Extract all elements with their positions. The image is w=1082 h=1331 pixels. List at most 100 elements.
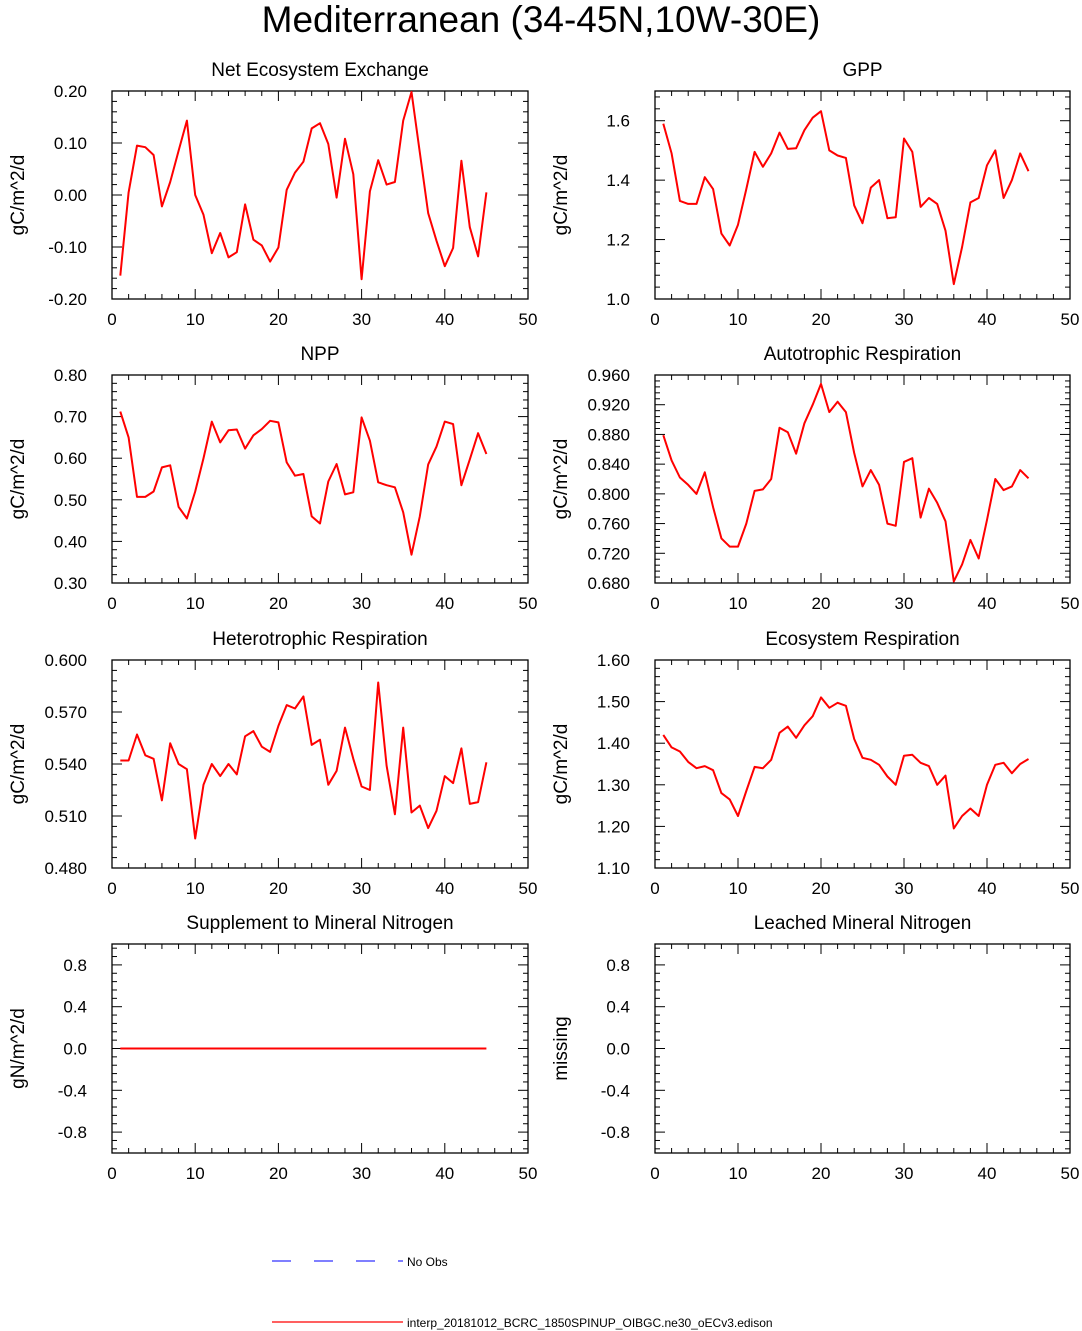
chart-panel-1: 0 10 20 30 40 50 -0.20 -0.10 0.00 0.10 0.20 Net Eco…	[8, 60, 537, 329]
x-tick-label: 50	[1061, 1164, 1080, 1183]
y-axis-label: gC/m^2/d	[8, 155, 29, 236]
panel-title: GPP	[842, 60, 882, 81]
y-axis-label: gC/m^2/d	[8, 724, 29, 805]
x-tick-label: 30	[895, 879, 914, 898]
y-tick-label: -0.8	[58, 1123, 87, 1142]
chart-panel-6: 0 10 20 30 40 50 1.10 1.20 1.30 1.40 1.50 1.60 Ecosy…	[551, 629, 1079, 898]
x-tick-label: 30	[352, 879, 371, 898]
x-tick-label: 20	[269, 594, 288, 613]
y-tick-label: 0.4	[63, 998, 87, 1017]
x-tick-label: 20	[812, 310, 831, 329]
y-tick-label: 1.20	[597, 817, 630, 836]
x-tick-label: 10	[729, 594, 748, 613]
y-tick-label: 1.4	[606, 171, 630, 190]
x-tick-label: 30	[352, 1164, 371, 1183]
y-tick-label: 0.880	[587, 425, 630, 444]
x-tick-label: 50	[519, 594, 538, 613]
y-tick-label: 0.8	[606, 956, 630, 975]
x-tick-label: 50	[519, 879, 538, 898]
y-tick-label: 1.6	[606, 112, 630, 131]
y-tick-label: 0.10	[54, 134, 87, 153]
x-tick-label: 0	[650, 879, 659, 898]
x-tick-label: 40	[435, 1164, 454, 1183]
y-tick-label: 0.20	[54, 82, 87, 101]
y-axis-label: gC/m^2/d	[8, 439, 29, 520]
y-tick-label: -0.10	[48, 238, 87, 257]
x-tick-label: 0	[107, 879, 116, 898]
panel-title: Supplement to Mineral Nitrogen	[186, 913, 453, 934]
x-tick-label: 20	[269, 1164, 288, 1183]
x-tick-label: 50	[519, 1164, 538, 1183]
y-tick-label: 0.570	[44, 703, 87, 722]
series-line	[662, 696, 1030, 830]
y-axis-label: gC/m^2/d	[551, 724, 572, 805]
y-tick-label: 0.40	[54, 532, 87, 551]
panel-title: NPP	[300, 344, 339, 365]
y-tick-label: 0.00	[54, 186, 87, 205]
series-line	[120, 681, 488, 840]
x-tick-label: 20	[812, 594, 831, 613]
x-tick-label: 50	[1061, 310, 1080, 329]
y-tick-label: 0.60	[54, 449, 87, 468]
panel-title: Leached Mineral Nitrogen	[754, 913, 972, 934]
x-tick-label: 20	[269, 310, 288, 329]
chart-panel-8: 0 10 20 30 40 50 -0.8 -0.4 0.0 0.4 0.8 Leached Mine…	[551, 913, 1079, 1183]
panel-title: Net Ecosystem Exchange	[211, 60, 429, 81]
y-tick-label: 0.480	[44, 859, 87, 878]
x-tick-label: 20	[812, 879, 831, 898]
x-tick-label: 10	[186, 1164, 205, 1183]
x-tick-label: 40	[978, 310, 997, 329]
y-axis-label: gN/m^2/d	[8, 1008, 29, 1089]
x-tick-label: 30	[352, 310, 371, 329]
x-tick-label: 0	[650, 594, 659, 613]
y-axis-label: gC/m^2/d	[551, 439, 572, 520]
x-tick-label: 10	[186, 879, 205, 898]
y-tick-label: 0.80	[54, 366, 87, 385]
x-tick-label: 0	[650, 1164, 659, 1183]
y-tick-label: 0.0	[63, 1040, 87, 1059]
x-tick-label: 10	[729, 1164, 748, 1183]
y-tick-label: 0.50	[54, 491, 87, 510]
y-tick-label: 1.10	[597, 859, 630, 878]
y-tick-label: 1.30	[597, 776, 630, 795]
y-tick-label: 0.8	[63, 956, 87, 975]
x-tick-label: 10	[729, 310, 748, 329]
panel-title: Ecosystem Respiration	[765, 629, 959, 650]
panel-title: Autotrophic Respiration	[764, 344, 962, 365]
chart-panel-3: 0 10 20 30 40 50 0.30 0.40 0.50 0.60 0.70 0.80 NPP gC…	[8, 344, 537, 613]
legend-label: interp_20181012_BCRC_1850SPINUP_OIBGC.ne…	[407, 1316, 773, 1330]
y-tick-label: 0.4	[606, 998, 630, 1017]
x-tick-label: 50	[1061, 879, 1080, 898]
x-tick-label: 0	[107, 310, 116, 329]
y-tick-label: 0.760	[587, 515, 630, 534]
x-tick-label: 10	[186, 310, 205, 329]
x-tick-label: 30	[352, 594, 371, 613]
y-tick-label: -0.4	[58, 1081, 87, 1100]
y-tick-label: 0.920	[587, 396, 630, 415]
y-tick-label: 1.0	[606, 290, 630, 309]
y-tick-label: 0.510	[44, 807, 87, 826]
x-tick-label: 50	[1061, 594, 1080, 613]
x-tick-label: 50	[519, 310, 538, 329]
panel-title: Heterotrophic Respiration	[212, 629, 427, 650]
plot-frame	[654, 374, 1071, 584]
x-tick-label: 20	[269, 879, 288, 898]
chart-panel-7: 0 10 20 30 40 50 -0.8 -0.4 0.0 0.4 0.8 Supplement t…	[8, 913, 537, 1183]
x-tick-label: 0	[650, 310, 659, 329]
y-tick-label: 0.600	[44, 651, 87, 670]
y-tick-label: 1.2	[606, 231, 630, 250]
chart-panel-5: 0 10 20 30 40 50 0.480 0.510 0.540 0.570 0.600 Hete…	[8, 629, 537, 898]
x-tick-label: 40	[978, 594, 997, 613]
plot-frame	[654, 90, 1071, 300]
y-tick-label: 0.540	[44, 755, 87, 774]
y-tick-label: -0.20	[48, 290, 87, 309]
figure-title: Mediterranean (34-45N,10W-30E)	[261, 0, 821, 40]
y-tick-label: -0.8	[601, 1123, 630, 1142]
series-line	[119, 411, 488, 556]
y-tick-label: 0.0	[606, 1040, 630, 1059]
y-tick-label: 0.70	[54, 408, 87, 427]
plot-frame	[111, 659, 529, 869]
y-tick-label: 0.680	[587, 574, 630, 593]
y-tick-label: 1.50	[597, 693, 630, 712]
